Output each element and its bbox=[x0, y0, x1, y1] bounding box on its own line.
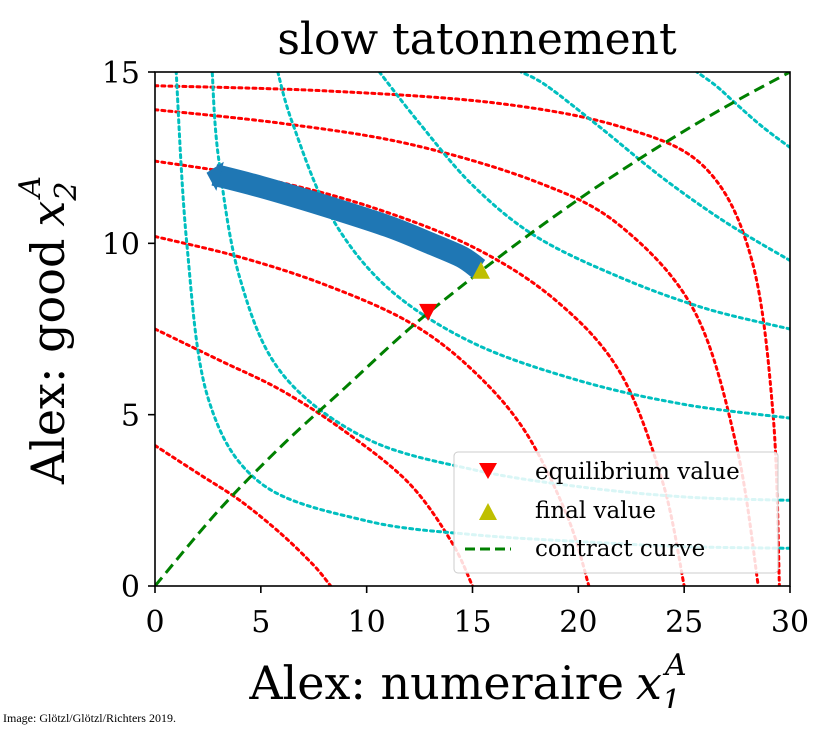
y-axis-label-text: Alex: good bbox=[21, 239, 75, 486]
x-tick-label: 5 bbox=[251, 605, 270, 640]
equilibrium-marker bbox=[419, 303, 438, 321]
legend-box bbox=[453, 451, 779, 574]
image-credit: Image: Glötzl/Glötzl/Richters 2019. bbox=[3, 711, 176, 725]
y-axis-label-sub: 2 bbox=[49, 182, 84, 202]
y-tick-label: 0 bbox=[121, 570, 140, 605]
x-axis-ticks: 0 5 10 15 20 25 30 bbox=[145, 586, 809, 640]
beth-indifference-curve-5 bbox=[210, 72, 790, 502]
beth-indifference-curve-3 bbox=[377, 72, 790, 331]
contract-curve-line bbox=[155, 72, 790, 586]
y-axis-label-symbol: x bbox=[21, 201, 75, 227]
y-tick-label: 15 bbox=[102, 56, 140, 91]
alex-indifference-curve-6 bbox=[155, 84, 781, 586]
beth-indifference-curve-1 bbox=[695, 72, 790, 149]
beth-indifference-curve-2 bbox=[519, 72, 790, 262]
x-tick-label: 15 bbox=[453, 605, 491, 640]
alex-indifference-curve-5 bbox=[155, 108, 760, 586]
legend: equilibrium value final value contract c… bbox=[453, 451, 779, 574]
final-value-marker bbox=[471, 261, 490, 279]
alex-indifference-curve-1 bbox=[155, 444, 333, 586]
x-axis-label-sub: 1 bbox=[662, 684, 681, 708]
x-tick-label: 0 bbox=[145, 605, 164, 640]
y-axis-label-sup: A bbox=[13, 176, 48, 201]
chart-title: slow tatonnement bbox=[277, 14, 677, 65]
legend-equilibrium-marker bbox=[479, 463, 497, 479]
y-tick-label: 10 bbox=[102, 227, 140, 262]
alex-indifference-curve-2 bbox=[155, 327, 474, 586]
x-tick-label: 30 bbox=[771, 605, 809, 640]
y-tick-label: 5 bbox=[121, 399, 140, 434]
tatonnement-path-arrowhead bbox=[206, 161, 224, 191]
x-tick-label: 10 bbox=[348, 605, 386, 640]
chart-figure: slow tatonnement 0 5 10 15 20 25 30 0 5 10 15 Ale… bbox=[13, 14, 810, 708]
legend-contract-label: contract curve bbox=[535, 536, 705, 562]
data-series bbox=[155, 72, 790, 586]
tatonnement-path bbox=[211, 164, 486, 279]
legend-final-label: final value bbox=[535, 498, 656, 524]
beth-indifference-curve-4 bbox=[276, 72, 790, 420]
x-axis-label: Alex: numeraire x1A bbox=[248, 648, 686, 708]
legend-equilibrium-label: equilibrium value bbox=[535, 459, 740, 485]
y-axis-ticks: 0 5 10 15 bbox=[102, 56, 155, 605]
x-axis-label-text: Alex: numeraire bbox=[248, 656, 624, 708]
y-axis-label: Alex: good x2A bbox=[13, 176, 84, 485]
x-axis-label-sup: A bbox=[662, 648, 687, 683]
x-tick-label: 20 bbox=[559, 605, 597, 640]
legend-final-marker bbox=[479, 503, 497, 520]
x-tick-label: 25 bbox=[665, 605, 703, 640]
x-axis-label-symbol: x bbox=[636, 656, 662, 708]
alex-indifference-curve-4 bbox=[155, 159, 686, 586]
